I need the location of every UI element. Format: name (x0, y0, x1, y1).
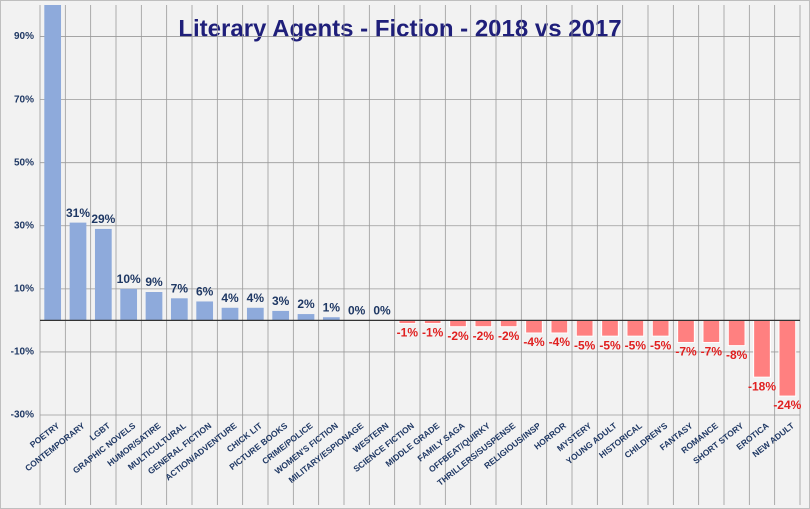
value-label: -8% (726, 348, 748, 362)
value-label: -18% (748, 379, 776, 393)
y-tick-label: 90% (14, 31, 34, 42)
value-label: 6% (196, 285, 214, 299)
value-label: 7% (171, 281, 189, 295)
value-label: 100% (37, 0, 68, 2)
value-label: 1% (323, 300, 341, 314)
value-label: -5% (625, 338, 647, 352)
y-tick-label: 30% (14, 220, 34, 231)
value-label: 4% (221, 291, 239, 305)
bar (196, 301, 214, 321)
value-label: -7% (675, 345, 697, 359)
value-label: 4% (247, 291, 265, 305)
value-label: 0% (373, 304, 391, 318)
value-label: 31% (66, 206, 90, 220)
value-label: -1% (422, 326, 444, 340)
y-tick-label: 10% (14, 283, 34, 294)
bar (297, 314, 315, 321)
y-tick-label: -30% (11, 410, 34, 421)
bar (702, 319, 721, 343)
value-label: 3% (272, 294, 290, 308)
value-label: -24% (773, 398, 801, 412)
value-label: 2% (297, 297, 315, 311)
bar (221, 307, 239, 321)
value-label: -7% (701, 345, 723, 359)
value-label: -5% (650, 338, 672, 352)
bar (120, 288, 138, 321)
bar (474, 319, 493, 328)
value-label: -2% (447, 329, 469, 343)
bar (626, 319, 645, 337)
y-tick-label: -10% (11, 347, 34, 358)
bar (69, 222, 87, 321)
y-tick-label: 70% (14, 94, 34, 105)
value-label: -5% (599, 338, 621, 352)
value-label: -4% (523, 335, 545, 349)
bar (778, 319, 797, 397)
value-label: -2% (498, 329, 520, 343)
bar (677, 319, 695, 343)
bar (499, 319, 518, 328)
value-label: 10% (117, 272, 141, 286)
bar (322, 317, 340, 321)
bar (145, 292, 163, 321)
bar (753, 319, 771, 378)
bar (525, 319, 543, 334)
bar (601, 319, 619, 337)
bar (651, 319, 670, 337)
value-label: 29% (91, 212, 115, 226)
value-label: -4% (549, 335, 571, 349)
value-label: -2% (473, 329, 495, 343)
y-tick-label: 50% (14, 157, 34, 168)
value-label: -5% (574, 338, 596, 352)
bar (44, 5, 62, 321)
chart-title: Literary Agents - Fiction - 2018 vs 2017 (178, 15, 621, 42)
value-label: 0% (348, 304, 366, 318)
value-label: 9% (145, 275, 163, 289)
value-label: -1% (397, 326, 419, 340)
bar (449, 319, 467, 328)
bar (246, 307, 264, 321)
bar (550, 319, 569, 334)
bar (272, 310, 290, 321)
bar (94, 228, 112, 321)
bar (575, 319, 594, 337)
bar (170, 298, 188, 321)
bar (727, 319, 746, 347)
